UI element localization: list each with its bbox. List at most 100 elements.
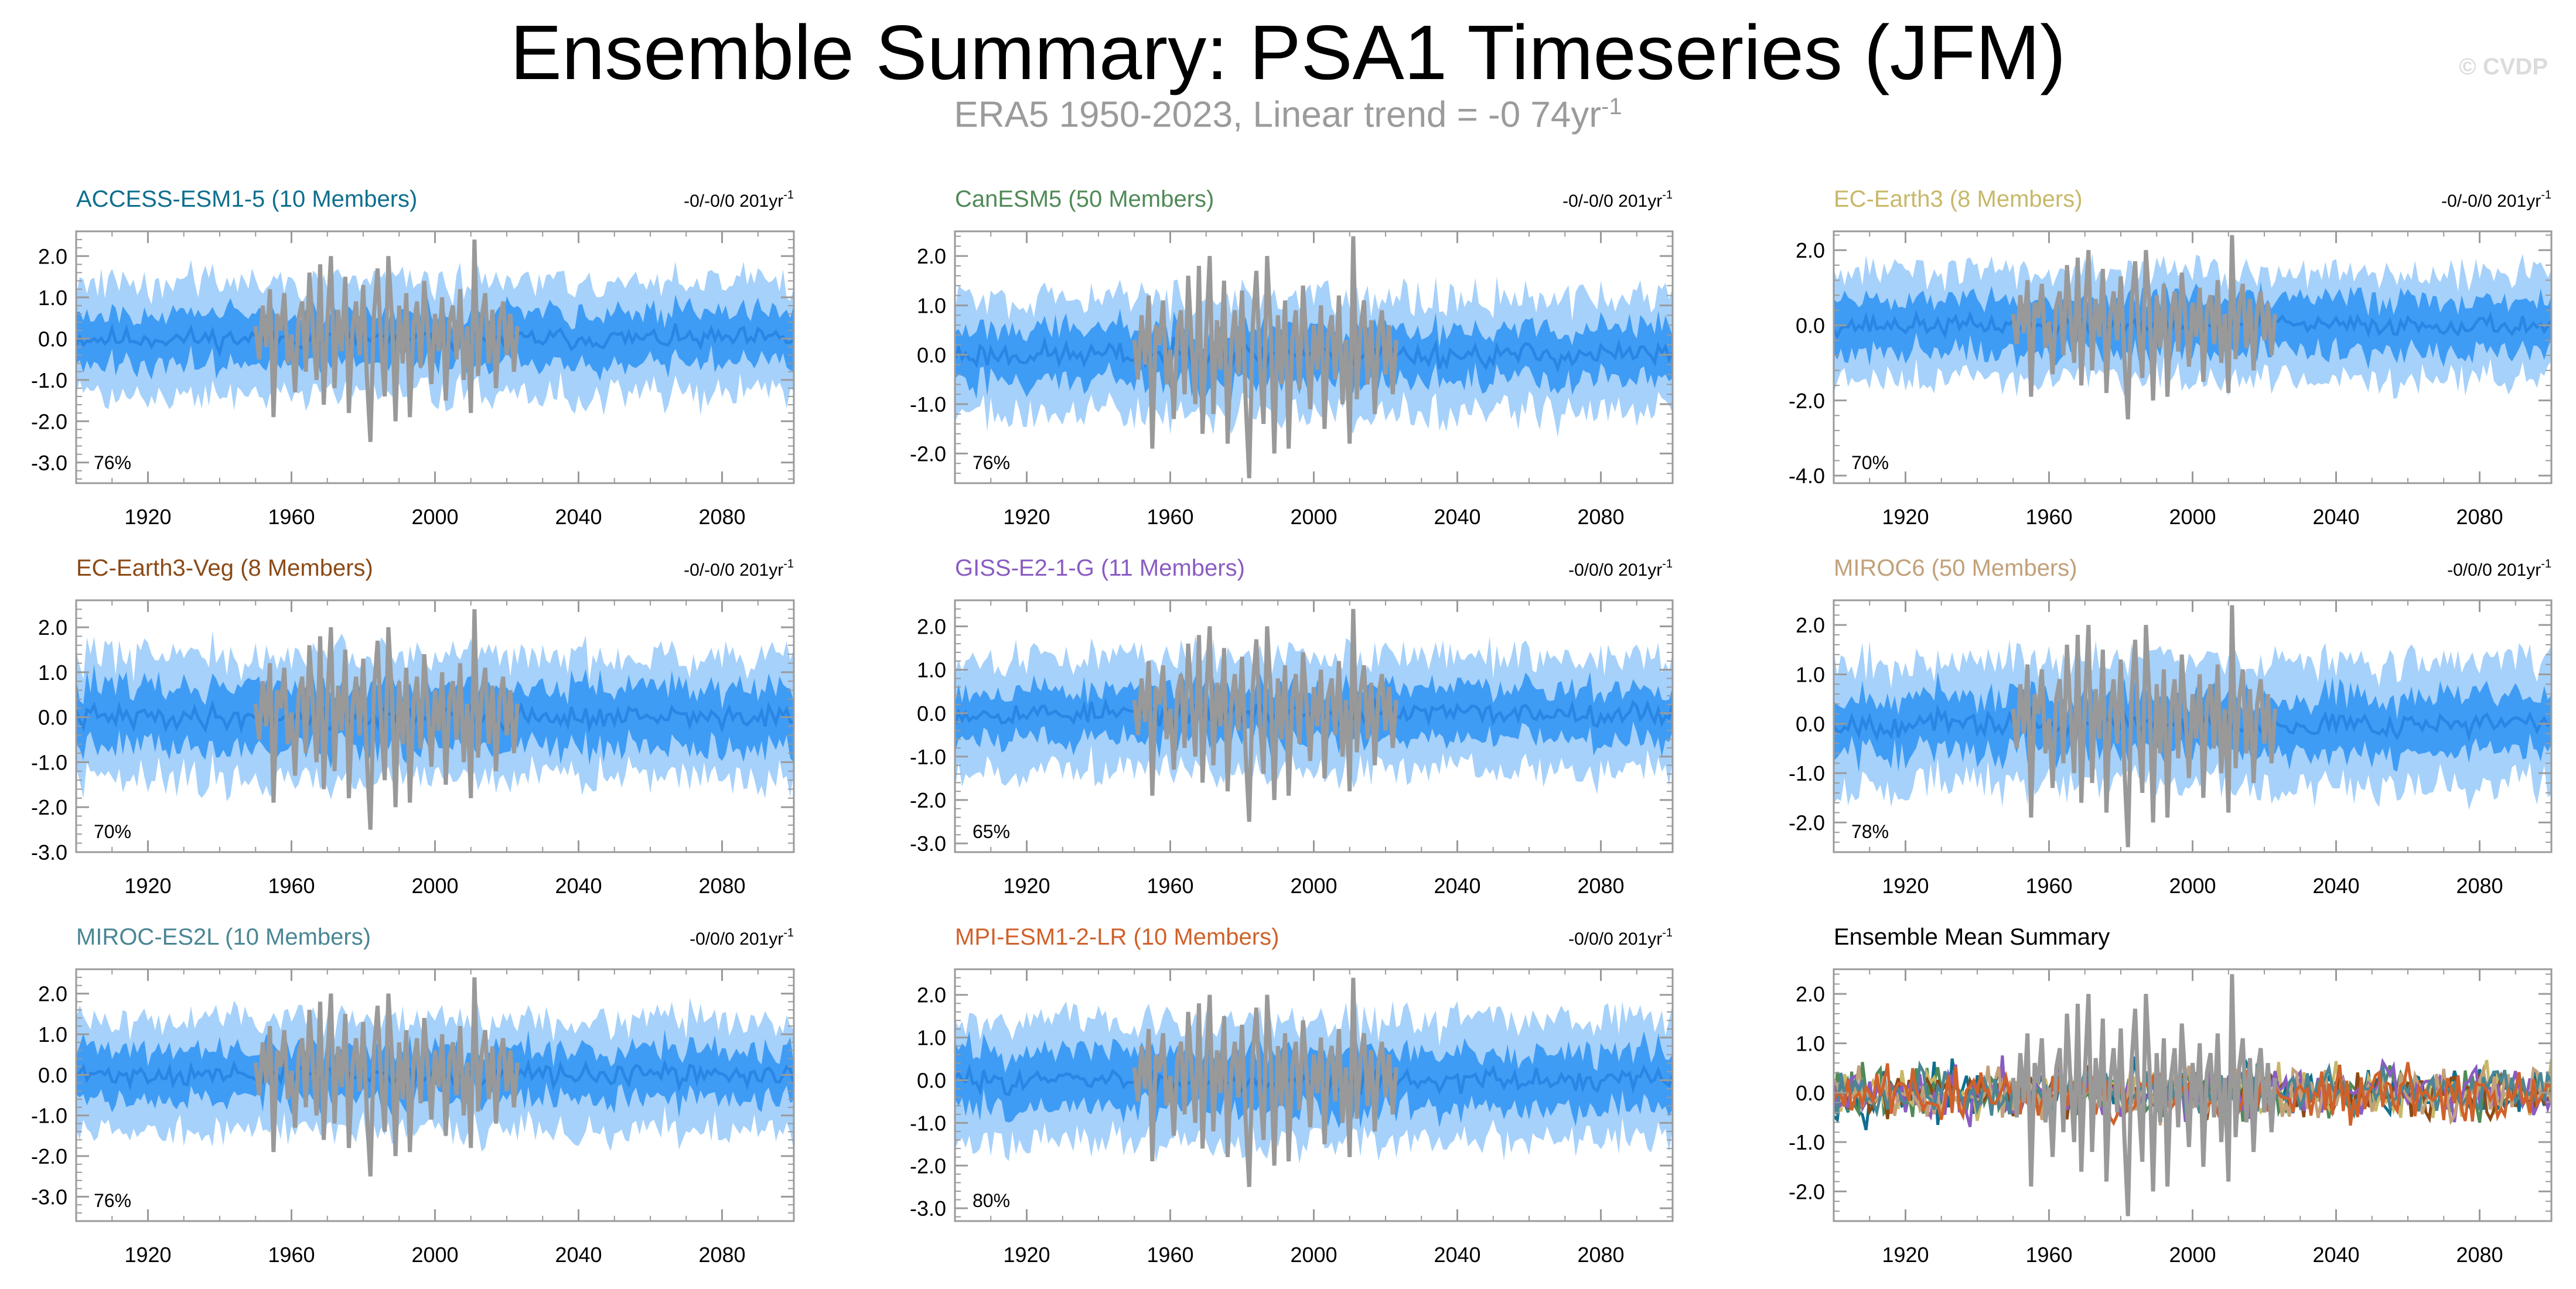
observation-line [2011,974,2277,1216]
panel-percent-label: 65% [973,821,1010,842]
plot-area [1834,235,2551,420]
x-tick-label: 2040 [555,874,602,898]
x-tick-label: 2000 [1290,505,1337,529]
panel-percent-label: 76% [94,1190,131,1211]
y-tick-label: 0.0 [1796,712,1825,736]
y-tick-label: 1.0 [1796,662,1825,686]
x-tick-label: 1960 [2025,1243,2072,1267]
y-tick-label: -1.0 [910,392,946,416]
x-axis: 1920 1960 2000 2040 2080 [954,969,1673,1267]
y-tick-label: 0.0 [38,1063,67,1087]
x-tick-label: 2080 [698,505,745,529]
x-axis: 1920 1960 2000 2040 2080 [1833,600,2552,898]
y-tick-label: -2.0 [910,1154,946,1178]
panel-2: 2.0 0.0 -2.0 -4.0 1920 1960 2000 2040 2080 EC-Ear… [1789,186,2553,529]
y-tick-label: 2.0 [917,983,946,1007]
y-axis: 2.0 1.0 0.0 -1.0 -2.0 [1789,604,2551,853]
y-tick-label: -3.0 [31,840,67,864]
y-tick-label: -1.0 [910,745,946,769]
panel-percent-label: 76% [94,452,131,473]
x-tick-label: 1920 [124,505,171,529]
y-tick-label: -3.0 [910,1196,946,1220]
observation-line [1132,236,1398,478]
subtitle: ERA5 1950-2023, Linear trend = -0 74yr-1 [0,94,2576,136]
panel-trend-exponent: -1 [1662,189,1673,201]
panel-title: ACCESS-ESM1-5 (10 Members) [76,186,417,212]
y-tick-label: -2.0 [31,795,67,819]
x-tick-label: 2040 [2312,505,2359,529]
panel-trend-exponent: -1 [783,558,794,570]
panel-title: MIROC6 (50 Members) [1834,555,2077,581]
panel-trend-exponent: -1 [783,189,794,201]
panel-trend: -0/0/0 201yr-1 [1568,926,1673,949]
panel-trend: -0/-0/0 201yr-1 [684,558,794,580]
x-tick-label: 2080 [698,1243,745,1267]
panel-trend: -0/0/0 201yr-1 [1568,558,1673,580]
panel-title: MIROC-ES2L (10 Members) [76,924,371,950]
panel-trend-exponent: -1 [2541,558,2551,570]
panel-4: 2.0 1.0 0.0 -1.0 -2.0 -3.0 1920 1960 2000 2040 208… [910,555,1674,898]
x-tick-label: 1960 [2025,874,2072,898]
x-tick-label: 1960 [268,1243,315,1267]
x-tick-label: 1960 [1147,874,1193,898]
y-tick-label: -2.0 [910,442,946,466]
x-tick-label: 1920 [1003,874,1050,898]
x-tick-label: 2040 [1434,1243,1480,1267]
y-axis: 2.0 1.0 0.0 -1.0 -2.0 -3.0 [910,600,1673,856]
x-tick-label: 2040 [1434,874,1480,898]
panel-8: 2.0 1.0 0.0 -1.0 -2.0 1920 1960 2000 2040 2080 Ens… [1789,924,2553,1267]
x-tick-label: 2040 [2312,874,2359,898]
y-tick-label: -3.0 [31,451,67,475]
x-axis: 1920 1960 2000 2040 2080 [954,600,1673,898]
y-tick-label: 0.0 [917,343,946,367]
x-tick-label: 1920 [124,874,171,898]
panel-3: 2.0 1.0 0.0 -1.0 -2.0 -3.0 1920 1960 2000 2040 208… [31,555,795,898]
subtitle-exponent: -1 [1601,94,1622,119]
x-tick-label: 1920 [1882,505,1929,529]
panel-trend: -0/-0/0 201yr-1 [2441,189,2551,211]
panel-trend-exponent: -1 [783,926,794,939]
x-tick-label: 1960 [268,505,315,529]
y-tick-label: -2.0 [31,409,67,433]
y-tick-label: -4.0 [1789,464,1825,488]
plot-area [76,977,794,1177]
y-axis: 2.0 1.0 0.0 -1.0 -2.0 -3.0 [31,969,794,1222]
y-tick-label: -3.0 [31,1185,67,1209]
panel-trend: -0/-0/0 201yr-1 [1562,189,1673,211]
x-tick-label: 2000 [1290,874,1337,898]
x-tick-label: 2080 [1577,505,1624,529]
x-tick-label: 1920 [1882,1243,1929,1267]
panel-percent-label: 78% [1851,821,1889,842]
plot-area [955,236,1673,478]
x-tick-label: 2040 [555,1243,602,1267]
x-tick-label: 1960 [2025,505,2072,529]
panel-trend-exponent: -1 [1662,926,1673,939]
x-tick-label: 2000 [411,874,458,898]
plot-area [1834,974,2551,1216]
x-tick-label: 2000 [2169,874,2216,898]
observation-line [1132,977,1398,1187]
y-tick-label: 1.0 [1796,1031,1825,1055]
watermark: © CVDP [2459,54,2548,80]
y-tick-label: -2.0 [1789,389,1825,413]
panel-trend: -0/-0/0 201yr-1 [684,189,794,211]
x-tick-label: 2080 [1577,1243,1624,1267]
panel-0: 2.0 1.0 0.0 -1.0 -2.0 -3.0 1920 1960 2000 2040 208… [31,186,795,529]
x-tick-label: 2080 [2456,1243,2503,1267]
x-tick-label: 2040 [1434,505,1480,529]
x-tick-label: 2000 [2169,1243,2216,1267]
y-tick-label: 2.0 [1796,982,1825,1006]
observation-line [1132,608,1398,822]
panel-trend: -0/0/0 201yr-1 [2447,558,2551,580]
x-tick-label: 2040 [555,505,602,529]
x-tick-label: 2080 [1577,874,1624,898]
observation-line [253,240,520,442]
y-axis: 2.0 1.0 0.0 -1.0 -2.0 -3.0 [31,600,794,864]
panel-title: GISS-E2-1-G (11 Members) [955,555,1245,581]
y-tick-label: 2.0 [1796,238,1825,262]
y-tick-label: -1.0 [31,750,67,774]
y-tick-label: 2.0 [38,244,67,268]
x-tick-label: 1920 [1003,505,1050,529]
y-tick-label: 0.0 [38,706,67,730]
